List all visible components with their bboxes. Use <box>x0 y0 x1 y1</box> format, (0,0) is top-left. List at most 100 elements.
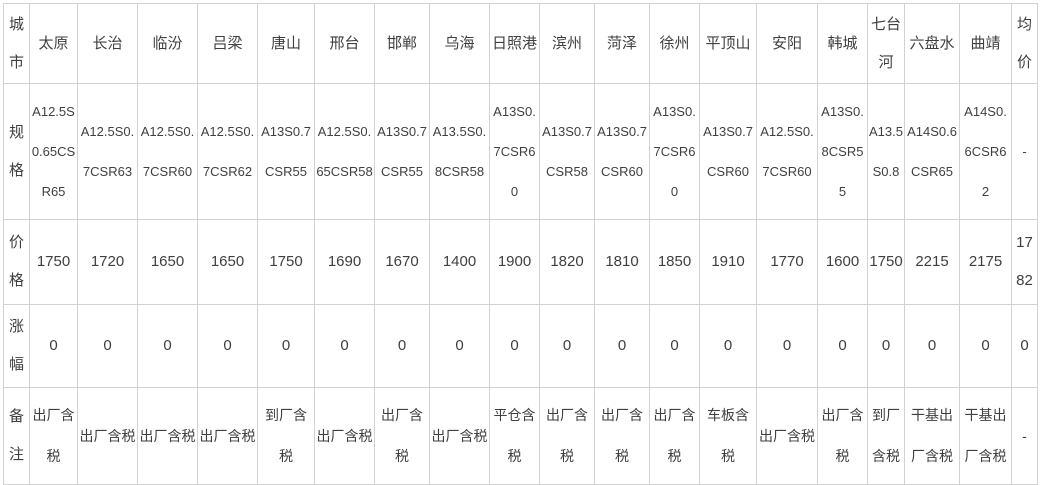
spec-cell: A12.5S0.65CSR58 <box>314 83 375 220</box>
price-cell: 1690 <box>314 219 375 305</box>
change-cell: 0 <box>539 304 595 388</box>
price-cell: 1770 <box>756 219 818 305</box>
price-table-body: 城市 太原 长治 临汾 吕梁 唐山 邢台 邯郸 乌海 日照港 滨州 菏泽 徐州 平顶山 安阳 韩城 七台河 六盘水… <box>3 3 1038 485</box>
spec-cell: A13S0.7CSR58 <box>539 83 595 220</box>
change-cell: 0 <box>257 304 315 388</box>
spec-cell: A12.5S0.65CSR65 <box>29 83 78 220</box>
change-cell: 0 <box>137 304 198 388</box>
row-label-city: 城市 <box>3 3 30 84</box>
note-cell: 车板含税 <box>699 387 757 485</box>
city-cell: 唐山 <box>257 3 315 84</box>
change-cell: 0 <box>489 304 540 388</box>
spec-cell: A13S0.7CSR60 <box>594 83 650 220</box>
note-cell: 到厂含税 <box>867 387 905 485</box>
price-cell: 1600 <box>817 219 868 305</box>
city-cell: 曲靖 <box>959 3 1012 84</box>
price-cell: 1820 <box>539 219 595 305</box>
change-cell: 0 <box>314 304 375 388</box>
price-cell: 1900 <box>489 219 540 305</box>
price-cell: 1720 <box>77 219 138 305</box>
city-cell: 太原 <box>29 3 78 84</box>
city-price-table: 城市 太原 长治 临汾 吕梁 唐山 邢台 邯郸 乌海 日照港 滨州 菏泽 徐州 平顶山 安阳 韩城 七台河 六盘水… <box>3 3 1038 485</box>
city-cell: 均价 <box>1011 3 1038 84</box>
price-cell: 1400 <box>429 219 490 305</box>
note-cell: 出厂含税 <box>197 387 258 485</box>
city-cell: 临汾 <box>137 3 198 84</box>
spec-cell: A13S0.7CSR55 <box>374 83 430 220</box>
note-cell: 出厂含税 <box>539 387 595 485</box>
note-cell: 出厂含税 <box>817 387 868 485</box>
price-cell: 1650 <box>197 219 258 305</box>
note-cell: 出厂含税 <box>374 387 430 485</box>
note-cell: 干基出厂含税 <box>904 387 960 485</box>
change-cell: 0 <box>649 304 700 388</box>
spec-cell: - <box>1011 83 1038 220</box>
change-cell: 0 <box>29 304 78 388</box>
spec-cell: A13.5S0.8 <box>867 83 905 220</box>
city-cell: 六盘水 <box>904 3 960 84</box>
note-cell: 出厂含税 <box>77 387 138 485</box>
row-label-note: 备注 <box>3 387 30 485</box>
note-cell: 出厂含税 <box>594 387 650 485</box>
spec-cell: A13S0.7CSR60 <box>699 83 757 220</box>
change-cell: 0 <box>817 304 868 388</box>
row-label-change: 涨幅 <box>3 304 30 388</box>
city-cell: 韩城 <box>817 3 868 84</box>
price-cell: 1750 <box>29 219 78 305</box>
city-cell: 乌海 <box>429 3 490 84</box>
note-cell: 干基出厂含税 <box>959 387 1012 485</box>
city-cell: 吕梁 <box>197 3 258 84</box>
city-cell: 七台河 <box>867 3 905 84</box>
price-cell: 1750 <box>257 219 315 305</box>
note-cell: 到厂含税 <box>257 387 315 485</box>
change-cell: 0 <box>374 304 430 388</box>
change-cell: 0 <box>77 304 138 388</box>
change-cell: 0 <box>699 304 757 388</box>
change-cell: 0 <box>867 304 905 388</box>
spec-cell: A14S0.6CSR62 <box>959 83 1012 220</box>
note-cell: 出厂含税 <box>29 387 78 485</box>
note-cell: 平仓含税 <box>489 387 540 485</box>
change-cell: 0 <box>594 304 650 388</box>
note-cell: 出厂含税 <box>137 387 198 485</box>
change-cell: 0 <box>959 304 1012 388</box>
city-cell: 邢台 <box>314 3 375 84</box>
change-cell: 0 <box>904 304 960 388</box>
change-cell: 0 <box>1011 304 1038 388</box>
table-row-spec: 规格 A12.5S0.65CSR65 A12.5S0.7CSR63 A12.5S0.7… <box>3 83 1038 220</box>
spec-cell: A12.5S0.7CSR60 <box>756 83 818 220</box>
note-cell: 出厂含税 <box>429 387 490 485</box>
spec-cell: A13S0.8CSR55 <box>817 83 868 220</box>
city-cell: 滨州 <box>539 3 595 84</box>
table-row-city: 城市 太原 长治 临汾 吕梁 唐山 邢台 邯郸 乌海 日照港 滨州 菏泽 徐州 平顶山 安阳 韩城 七台河 六盘水… <box>3 3 1038 84</box>
change-cell: 0 <box>197 304 258 388</box>
note-cell: - <box>1011 387 1038 485</box>
spec-cell: A13S0.7CSR60 <box>649 83 700 220</box>
price-cell: 1670 <box>374 219 430 305</box>
table-row-change: 涨幅 0 0 0 0 0 0 0 0 0 0 0 0 0 0 0 0 0 0 0 <box>3 304 1038 388</box>
price-cell: 1782 <box>1011 219 1038 305</box>
city-cell: 邯郸 <box>374 3 430 84</box>
city-cell: 安阳 <box>756 3 818 84</box>
row-label-spec: 规格 <box>3 83 30 220</box>
spec-cell: A13S0.7CSR60 <box>489 83 540 220</box>
city-cell: 日照港 <box>489 3 540 84</box>
price-cell: 1810 <box>594 219 650 305</box>
city-cell: 菏泽 <box>594 3 650 84</box>
spec-cell: A13.5S0.8CSR58 <box>429 83 490 220</box>
note-cell: 出厂含税 <box>756 387 818 485</box>
note-cell: 出厂含税 <box>314 387 375 485</box>
row-label-price: 价格 <box>3 219 30 305</box>
price-cell: 1850 <box>649 219 700 305</box>
price-cell: 2175 <box>959 219 1012 305</box>
city-cell: 长治 <box>77 3 138 84</box>
price-cell: 1910 <box>699 219 757 305</box>
price-cell: 1650 <box>137 219 198 305</box>
table-row-price: 价格 1750 1720 1650 1650 1750 1690 1670 1400 1900 18… <box>3 219 1038 305</box>
city-cell: 平顶山 <box>699 3 757 84</box>
spec-cell: A12.5S0.7CSR60 <box>137 83 198 220</box>
spec-cell: A12.5S0.7CSR62 <box>197 83 258 220</box>
price-cell: 2215 <box>904 219 960 305</box>
note-cell: 出厂含税 <box>649 387 700 485</box>
